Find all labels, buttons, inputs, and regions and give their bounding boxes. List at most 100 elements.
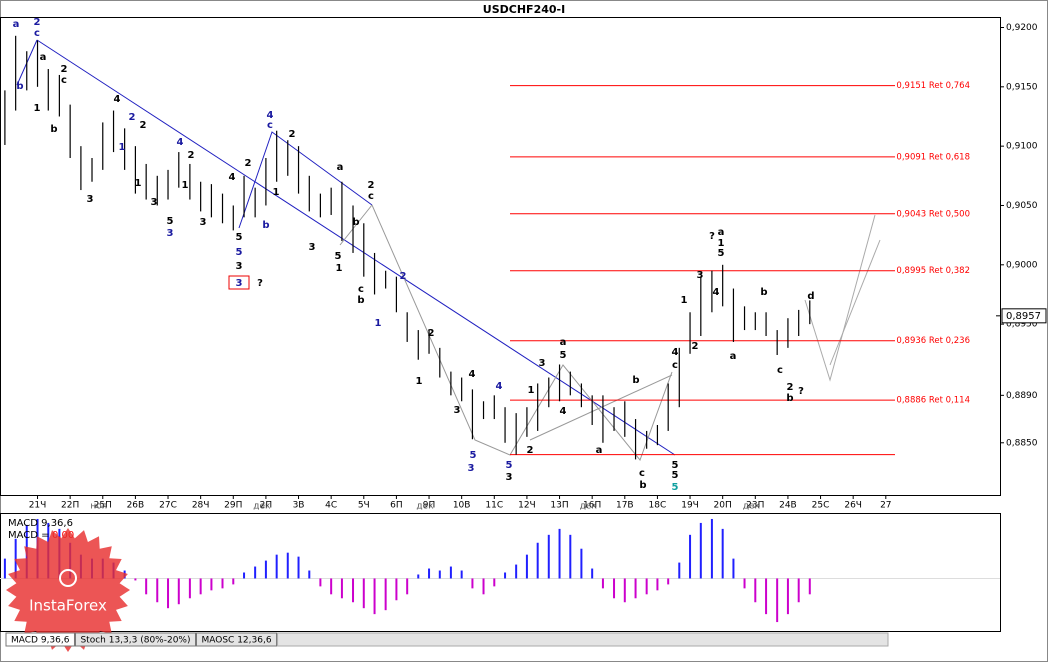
wave-label: b <box>357 295 364 306</box>
tab-label: MACD 9,36,6 <box>11 636 70 646</box>
y-tick-label: 0,9100 <box>1006 142 1038 152</box>
boxed-label: 3 <box>236 278 243 289</box>
wave-label: 2 <box>34 17 41 28</box>
y-tick-label: 0,9050 <box>1006 201 1038 211</box>
month-label: дек <box>253 502 271 512</box>
wave-label: ? <box>257 278 263 289</box>
wave-label: b <box>262 220 269 231</box>
readout-name: MACD = <box>8 530 50 541</box>
indicator-tab[interactable]: MAOSC 12,36,6 <box>196 632 278 647</box>
indicator-tab[interactable]: MACD 9,36,6 <box>5 632 75 647</box>
month-label: дек <box>416 502 434 512</box>
trend-line <box>36 39 676 456</box>
wave-label: 2 <box>289 129 296 140</box>
wave-label: b <box>786 393 793 404</box>
x-tick-label: 13П <box>550 501 568 511</box>
wave-label: 5 <box>718 248 725 259</box>
tab-frame <box>196 632 278 647</box>
wave-label: 3 <box>309 242 316 253</box>
x-tick-label: 25С <box>812 501 830 511</box>
wave-label: b <box>352 217 359 228</box>
x-tick-label: 17В <box>616 501 634 511</box>
wave-label: 3 <box>167 228 174 239</box>
x-tick-label: 23П <box>746 501 764 511</box>
trend-line <box>238 131 373 229</box>
wave-label: 4 <box>469 369 476 380</box>
wave-label: 1 <box>273 187 280 198</box>
wave-label: 2 <box>61 64 68 75</box>
trend-line <box>529 374 673 441</box>
tab-frame <box>5 632 75 647</box>
wave-label: a <box>596 445 603 456</box>
wave-label: a <box>40 52 47 63</box>
wave-label: b <box>16 81 23 92</box>
wave-label: 5 <box>506 460 513 471</box>
x-tick-label: 4С <box>325 501 337 511</box>
x-tick-label: 2П <box>260 501 273 511</box>
wave-label: ? <box>709 231 715 242</box>
wave-label: b <box>632 375 639 386</box>
price-plot-frame <box>0 17 1001 496</box>
wave-label: b <box>639 480 646 491</box>
wave-label: 2 <box>692 341 699 352</box>
wave-label: 1 <box>119 142 126 153</box>
wave-label: 4 <box>267 110 274 121</box>
retracement-label: 0,8995 Ret 0,382 <box>896 266 970 276</box>
wave-label: 4 <box>560 406 567 417</box>
wave-label: 2 <box>129 112 136 123</box>
wave-label: 2 <box>527 445 534 456</box>
wave-label: 1 <box>336 263 343 274</box>
watermark-badge <box>6 528 130 652</box>
x-tick-label: 21Ч <box>29 501 47 511</box>
wave-label: 1 <box>528 385 535 396</box>
wave-label: 5 <box>672 482 679 493</box>
x-tick-label: 27С <box>159 501 177 511</box>
drawing-tools <box>16 39 881 462</box>
wave-label: 4 <box>114 94 121 105</box>
wave-label: 4 <box>672 347 679 358</box>
x-tick-label: 19Ч <box>681 501 699 511</box>
y-tick-label: 0,9200 <box>1006 23 1038 33</box>
retracement-label: 0,8886 Ret 0,114 <box>896 396 970 406</box>
x-tick-label: 26Ч <box>844 501 862 511</box>
wave-label: 3 <box>87 194 94 205</box>
x-tick-label: 26В <box>127 501 145 511</box>
wave-label: 3 <box>454 405 461 416</box>
tab-bar-fill <box>277 632 889 647</box>
y-tick-label: 0,8850 <box>1006 438 1038 448</box>
x-tick-label: 10В <box>453 501 471 511</box>
x-tick-label: 5Ч <box>358 501 370 511</box>
y-tick-label: 0,9000 <box>1006 260 1038 270</box>
x-tick-label: 6П <box>390 501 403 511</box>
wave-label: 5 <box>167 216 174 227</box>
x-tick-label: 16П <box>583 501 601 511</box>
retracement-label: 0,9091 Ret 0,618 <box>896 152 970 162</box>
wave-label: 4 <box>177 137 184 148</box>
month-label: дек <box>743 502 761 512</box>
month-label: ноя <box>90 502 107 512</box>
wave-label: 2 <box>368 180 375 191</box>
x-tick-label: 20П <box>714 501 732 511</box>
trend-line <box>371 204 673 462</box>
y-tick-label: 0,8950 <box>1006 320 1038 330</box>
indicator-name: MACD 9,36,6 <box>8 518 73 529</box>
x-tick-label: 12Ч <box>518 501 536 511</box>
wave-label: 5 <box>560 350 567 361</box>
wave-label: c <box>358 284 364 295</box>
x-tick-label: 11С <box>485 501 503 511</box>
wave-label: 1 <box>718 238 725 249</box>
wave-label: 5 <box>335 251 342 262</box>
month-label: дек <box>580 502 598 512</box>
tab-label: MAOSC 12,36,6 <box>202 636 272 646</box>
wave-label: d <box>807 291 814 302</box>
wave-label: c <box>777 365 783 376</box>
x-tick-label: 28Ч <box>192 501 210 511</box>
wave-label: 3 <box>539 358 546 369</box>
projection-line <box>829 239 881 366</box>
wave-label: 5 <box>236 232 243 243</box>
indicator-tab[interactable]: Stoch 13,3,3 (80%-20%) <box>74 632 196 647</box>
wave-label: 3 <box>697 270 704 281</box>
retracement-label: 0,9151 Ret 0,764 <box>896 81 970 91</box>
y-tick-label: 0,8890 <box>1006 391 1038 401</box>
